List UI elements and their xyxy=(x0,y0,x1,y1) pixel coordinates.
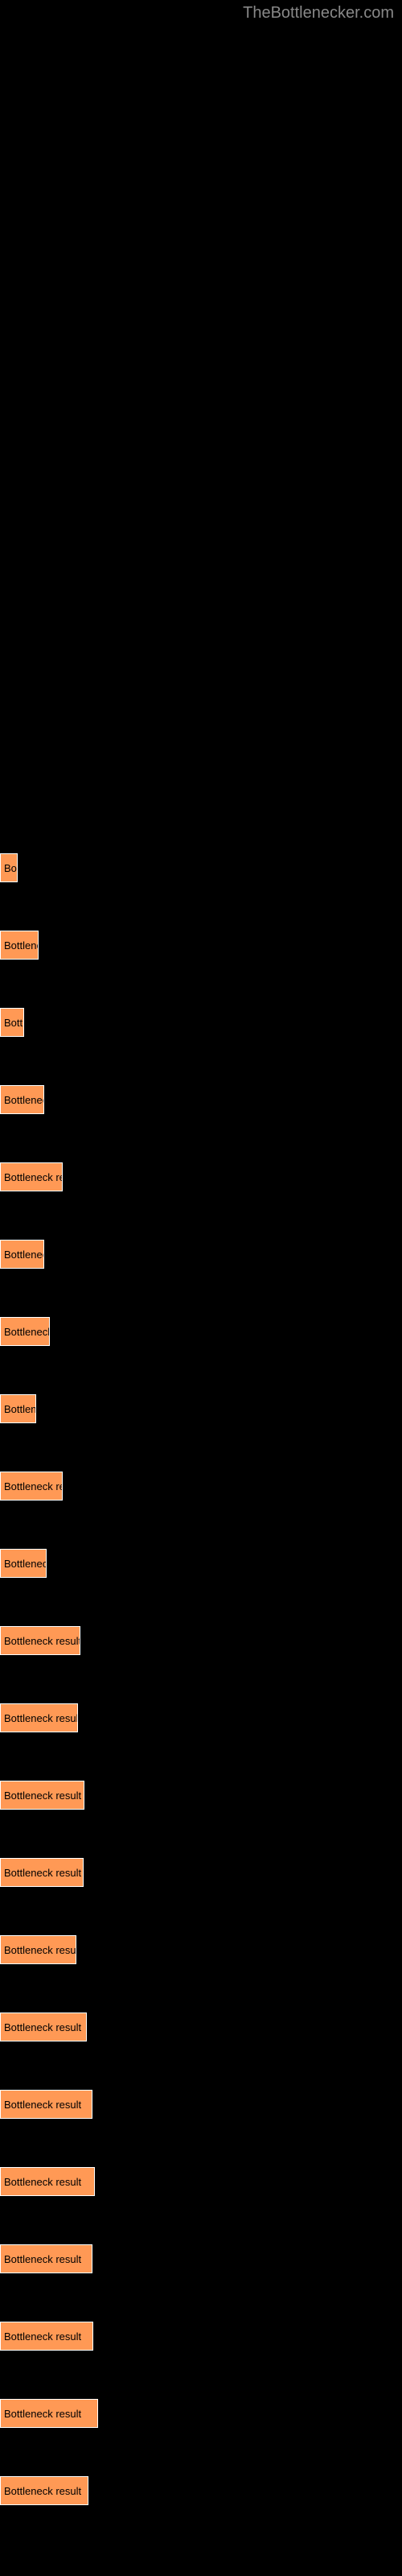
chart-bar: Bottleneck re xyxy=(0,1162,63,1191)
chart-bar: Bottleneck result xyxy=(0,1858,84,1887)
chart-bar: Bottleneck result xyxy=(0,2476,88,2505)
chart-bar: Bo xyxy=(0,853,18,882)
chart-bar: Bottleneck result xyxy=(0,2399,98,2428)
bar-row: Bottlenec xyxy=(0,1085,402,1114)
bar-row: Bottleneck result xyxy=(0,2399,402,2428)
bar-row: Bottleneck result xyxy=(0,2322,402,2351)
chart-bar: Bottlen xyxy=(0,1394,36,1423)
bar-row: Bott xyxy=(0,1008,402,1037)
bar-row: Bo xyxy=(0,853,402,882)
bar-row: Bottleneck re xyxy=(0,1162,402,1191)
chart-bar: Bottlenec xyxy=(0,1549,47,1578)
chart-bar: Bott xyxy=(0,1008,24,1037)
bar-row: Bottleneck result xyxy=(0,2244,402,2273)
bar-row: Bottlene xyxy=(0,931,402,960)
bar-row: Bottleneck result xyxy=(0,2476,402,2505)
bar-row: Bottlenec xyxy=(0,1549,402,1578)
bar-row: Bottlen xyxy=(0,1394,402,1423)
bar-row: Bottleneck result xyxy=(0,2167,402,2196)
chart-bar: Bottlenec xyxy=(0,1240,44,1269)
chart-bar: Bottleneck resul xyxy=(0,1935,76,1964)
chart-bar: Bottleneck xyxy=(0,1317,50,1346)
bar-row: Bottleneck result xyxy=(0,2013,402,2041)
bar-row: Bottlenec xyxy=(0,1240,402,1269)
chart-bar: Bottleneck result xyxy=(0,1781,84,1810)
bar-row: Bottleneck xyxy=(0,1317,402,1346)
chart-bar: Bottleneck result xyxy=(0,1703,78,1732)
bar-row: Bottleneck result xyxy=(0,1781,402,1810)
bar-chart: Bo Bottlene Bott Bottlenec Bottleneck re Bott… xyxy=(0,0,402,2505)
bar-row: Bottleneck re xyxy=(0,1472,402,1501)
watermark-text: TheBottlenecker.com xyxy=(243,4,394,23)
bar-row: Bottleneck result xyxy=(0,2090,402,2119)
chart-bar: Bottleneck result xyxy=(0,2013,87,2041)
chart-bar: Bottleneck result xyxy=(0,1626,80,1655)
bar-row: Bottleneck resul xyxy=(0,1935,402,1964)
chart-bar: Bottleneck result xyxy=(0,2244,92,2273)
chart-bar: Bottlenec xyxy=(0,1085,44,1114)
bar-row: Bottleneck result xyxy=(0,1626,402,1655)
bar-row: Bottleneck result xyxy=(0,1858,402,1887)
bar-row: Bottleneck result xyxy=(0,1703,402,1732)
chart-bar: Bottlene xyxy=(0,931,39,960)
chart-bar: Bottleneck result xyxy=(0,2090,92,2119)
chart-bar: Bottleneck result xyxy=(0,2322,93,2351)
chart-bar: Bottleneck result xyxy=(0,2167,95,2196)
chart-bar: Bottleneck re xyxy=(0,1472,63,1501)
